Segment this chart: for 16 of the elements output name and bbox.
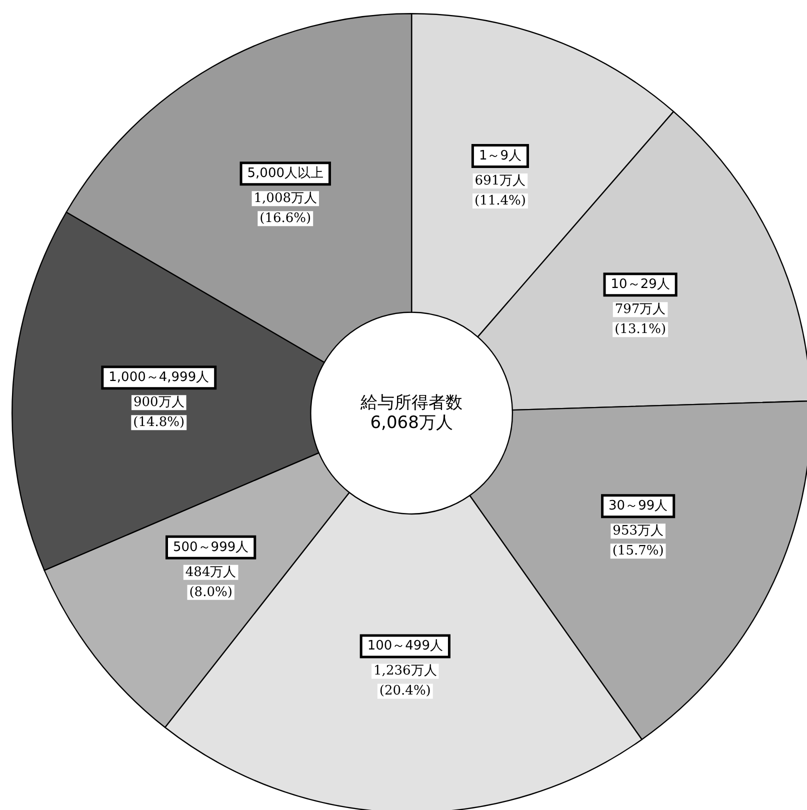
data-label: 797万人 (13.1%)	[614, 302, 666, 338]
slice-label: 5,000人以上	[247, 166, 324, 182]
slice-label: 1～9人	[478, 148, 522, 164]
text: 6,068万人	[370, 413, 453, 434]
slice-label: 1,000～4,999人	[108, 370, 210, 386]
slice-label: 10～29人	[610, 277, 670, 292]
data-label: 900万人 (14.8%)	[133, 395, 185, 430]
slice-label: 500～999人	[172, 540, 249, 555]
data-label: 953万人 (15.7%)	[612, 524, 664, 559]
text: 給与所得者数	[360, 393, 463, 414]
data-label: 1,236万人 (20.4%)	[374, 664, 437, 699]
data-label: 1,008万人 (16.6%)	[254, 191, 317, 226]
slice-label: 100～499人	[367, 638, 443, 654]
data-label: 484万人 (8.0%)	[185, 564, 236, 600]
data-label: 691万人 (11.4%)	[474, 173, 526, 208]
slice-label: 30～99人	[608, 498, 668, 514]
